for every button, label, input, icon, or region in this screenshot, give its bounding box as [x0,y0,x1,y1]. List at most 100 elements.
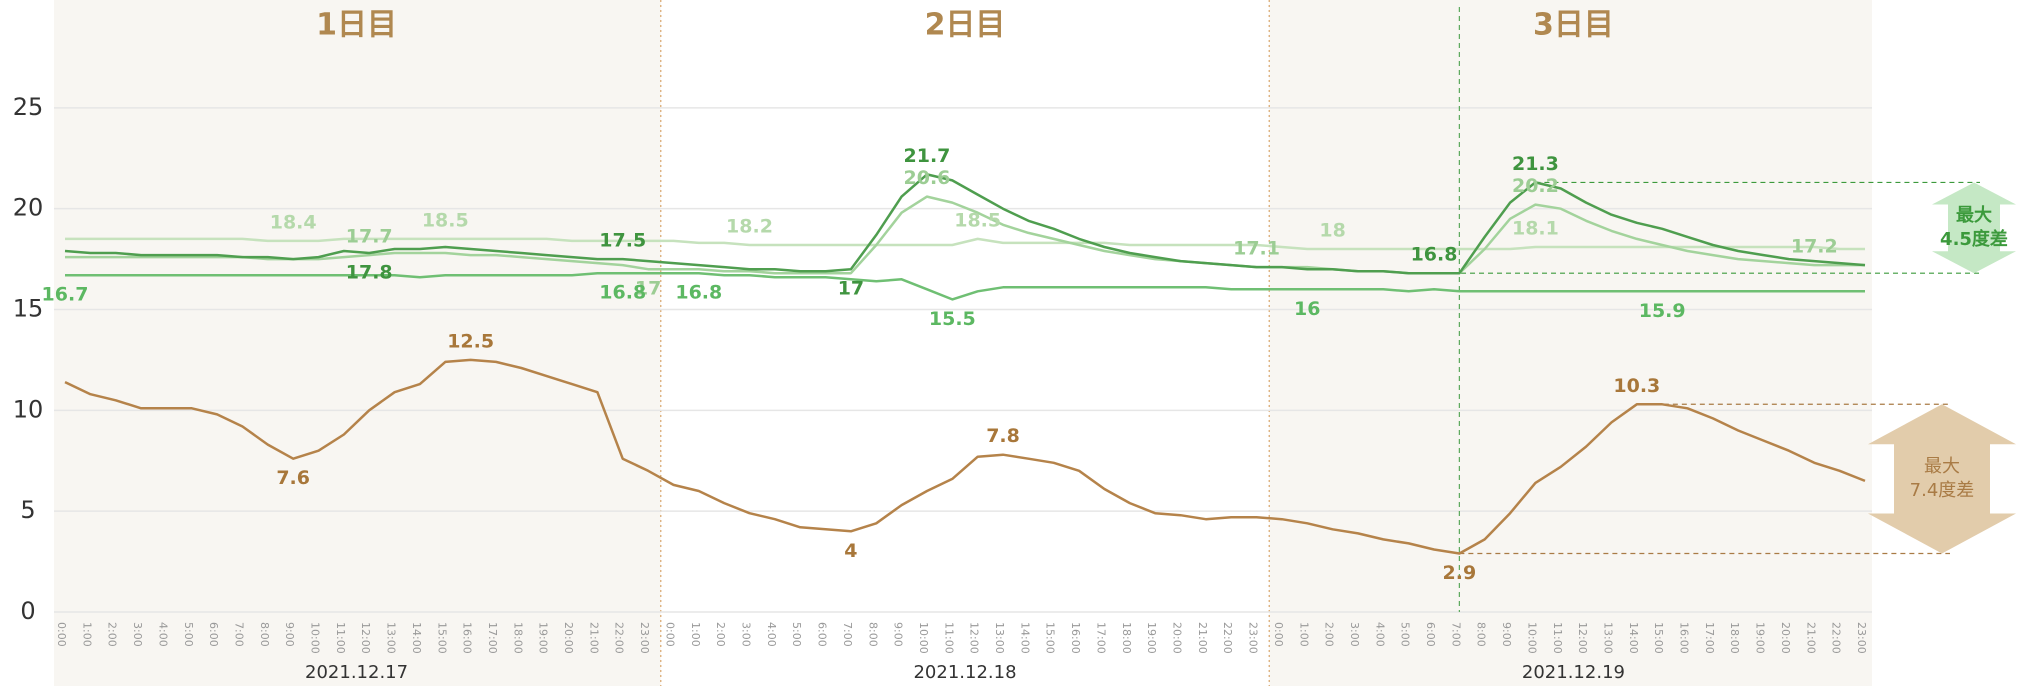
x-tick-label: 10:00 [917,622,930,654]
x-tick-label: 6:00 [207,622,220,647]
x-tick-label: 17:00 [1703,622,1716,654]
y-tick-label: 0 [20,597,35,625]
x-tick-label: 6:00 [816,622,829,647]
y-tick-label: 25 [13,93,44,121]
x-tick-label: 14:00 [1018,622,1031,654]
x-tick-label: 23:00 [638,622,651,654]
x-tick-label: 2:00 [1323,622,1336,647]
x-tick-label: 21:00 [1804,622,1817,654]
x-tick-label: 9:00 [892,622,905,647]
date-label: 2021.12.17 [305,662,408,683]
x-tick-label: 3:00 [131,622,144,647]
x-tick-label: 2:00 [106,622,119,647]
value-label: 17.8 [346,262,393,284]
x-tick-label: 4:00 [156,622,169,647]
value-label: 20.2 [1512,175,1559,197]
x-tick-label: 23:00 [1855,622,1868,654]
value-label: 18.2 [726,215,773,237]
value-label: 2.9 [1443,562,1477,584]
x-tick-label: 7:00 [232,622,245,647]
x-tick-label: 3:00 [1348,622,1361,647]
x-tick-label: 18:00 [1728,622,1741,654]
x-tick-label: 19:00 [1754,622,1767,654]
x-tick-label: 22:00 [1221,622,1234,654]
annotation-text: 最大 [1924,456,1960,477]
x-tick-label: 16:00 [1678,622,1691,654]
x-tick-label: 12:00 [359,622,372,654]
x-tick-label: 20:00 [1779,622,1792,654]
value-label: 12.5 [447,330,494,352]
x-tick-label: 22:00 [1830,622,1843,654]
x-tick-label: 1:00 [80,622,93,647]
x-tick-label: 18:00 [1120,622,1133,654]
value-label: 16.8 [1411,244,1458,266]
annotation-text: 4.5度差 [1940,228,2008,250]
y-tick-label: 20 [13,194,44,222]
value-label: 17.5 [599,230,646,252]
range-arrow [1868,404,2016,554]
x-tick-label: 11:00 [942,622,955,654]
value-label: 4 [844,540,857,562]
x-tick-label: 5:00 [790,622,803,647]
date-label: 2021.12.18 [913,662,1016,683]
range-arrow [1932,182,2016,274]
series-line [65,237,1865,251]
value-label: 18.5 [954,209,1001,231]
x-tick-label: 19:00 [1145,622,1158,654]
value-label: 21.3 [1512,153,1559,175]
value-label: 20.6 [904,167,951,189]
x-tick-label: 8:00 [866,622,879,647]
x-tick-label: 17:00 [1094,622,1107,654]
x-tick-label: 13:00 [993,622,1006,654]
x-tick-label: 9:00 [283,622,296,647]
value-label: 16.7 [42,284,89,306]
value-label: 17.7 [346,226,393,248]
x-tick-label: 15:00 [435,622,448,654]
x-tick-label: 13:00 [385,622,398,654]
x-tick-label: 4:00 [1373,622,1386,647]
x-tick-label: 16:00 [461,622,474,654]
x-tick-label: 1:00 [689,622,702,647]
series-line [65,195,1865,275]
x-tick-label: 19:00 [537,622,550,654]
value-label: 18.5 [422,209,469,231]
series-line [64,358,1866,555]
x-tick-label: 17:00 [486,622,499,654]
x-tick-label: 22:00 [613,622,626,654]
day-title: 3日目 [1533,8,1614,43]
x-tick-label: 11:00 [1551,622,1564,654]
x-tick-label: 21:00 [587,622,600,654]
x-tick-label: 15:00 [1652,622,1665,654]
value-label: 18.4 [270,211,317,233]
x-tick-label: 23:00 [1247,622,1260,654]
day-title: 2日目 [925,8,1006,43]
x-tick-label: 18:00 [511,622,524,654]
annotation-text: 7.4度差 [1910,480,1975,501]
value-label: 15.5 [929,308,976,330]
x-tick-label: 12:00 [968,622,981,654]
x-tick-label: 0:00 [1272,622,1285,647]
x-tick-label: 10:00 [309,622,322,654]
value-label: 17 [635,278,661,300]
x-tick-label: 2:00 [714,622,727,647]
x-tick-label: 0:00 [55,622,68,647]
value-label: 17.2 [1791,236,1838,258]
x-tick-label: 8:00 [258,622,271,647]
value-label: 17.1 [1233,238,1280,260]
value-label: 16.8 [675,282,722,304]
x-tick-label: 3:00 [740,622,753,647]
value-label: 16 [1294,298,1320,320]
x-tick-label: 11:00 [334,622,347,654]
x-tick-label: 8:00 [1475,622,1488,647]
y-tick-label: 15 [13,295,44,323]
x-tick-label: 20:00 [562,622,575,654]
x-tick-label: 7:00 [1449,622,1462,647]
day-background [54,0,661,686]
x-tick-label: 12:00 [1576,622,1589,654]
y-tick-label: 5 [20,496,35,524]
y-tick-label: 10 [13,395,44,423]
day-background [1269,0,1872,686]
x-tick-label: 4:00 [765,622,778,647]
value-label: 15.9 [1639,300,1686,322]
